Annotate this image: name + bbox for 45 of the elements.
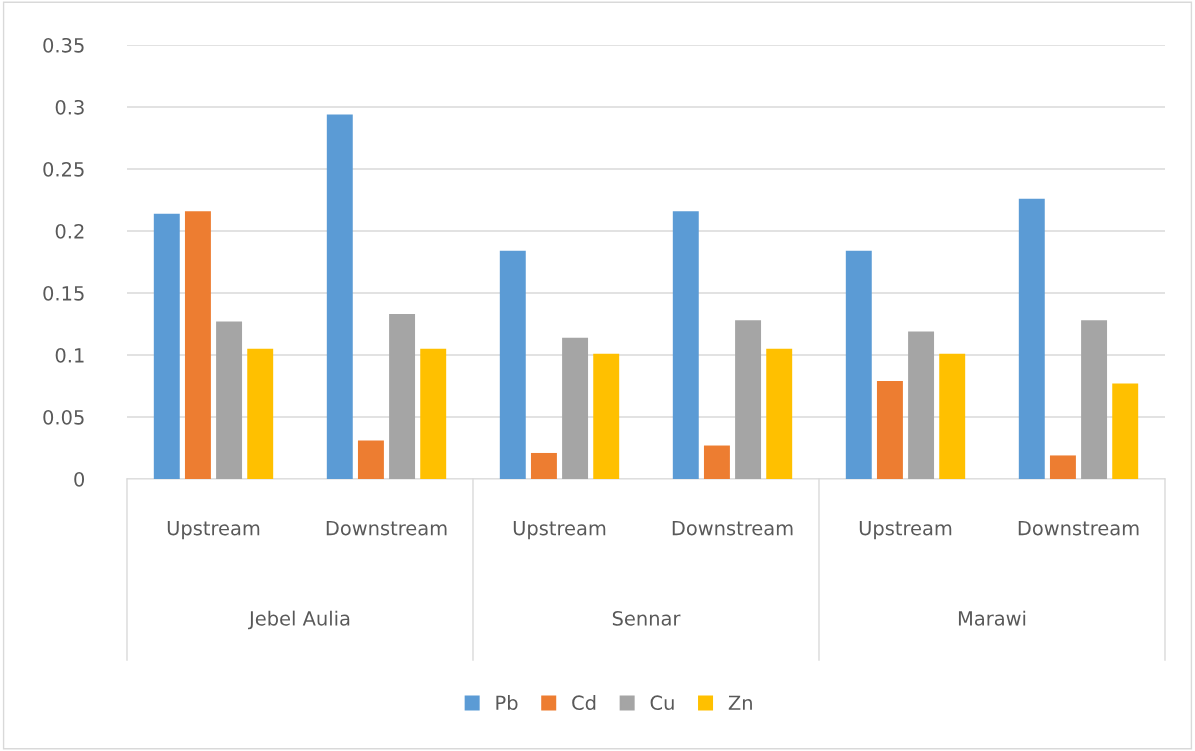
bar [593,353,620,479]
y-tick-label: 0.35 [43,37,84,53]
bar [672,211,699,479]
bar [247,348,274,479]
legend-label: Cd [572,695,596,711]
text: Sennar [612,610,681,626]
y-tick-label: 0.2 [55,223,84,239]
bar [939,353,966,479]
bar [420,348,447,479]
y-tick-label: 0.05 [43,409,84,425]
x-tick-label: Downstream [672,520,793,536]
y-tick-label: 0.25 [43,161,84,177]
legend-label: Pb [496,695,518,711]
legend-label: Cu [650,695,674,711]
bar [876,381,903,479]
bar [389,314,416,479]
bar [562,337,589,479]
y-tick-label: 0.3 [55,99,84,115]
bar [530,452,557,479]
x-tick-label: Upstream [167,520,260,540]
x-tick-label: Downstream [1018,520,1139,536]
bar [184,211,211,479]
bar [357,440,384,479]
bar [1049,455,1076,479]
bar [499,250,526,479]
x-tick-label: Upstream [513,520,606,540]
y-tick-label: 0.1 [55,347,84,363]
bar [326,114,353,479]
bar [766,348,793,479]
bar [216,321,243,479]
x-tick-label: Downstream [326,520,447,536]
x-tick-label: Upstream [859,520,952,540]
text: Marawi [958,610,1026,626]
bar [1081,320,1108,479]
bar [153,213,180,479]
bar [735,320,762,479]
y-tick-label: 0.15 [43,285,84,301]
bar [1018,198,1045,479]
y-tick-label: 0 [74,471,85,487]
bar [845,250,872,479]
bar [908,331,935,479]
legend-label: Zn [728,695,752,710]
bar [1112,383,1139,479]
bar [703,445,730,479]
text: Jebel Aulia [248,610,350,630]
